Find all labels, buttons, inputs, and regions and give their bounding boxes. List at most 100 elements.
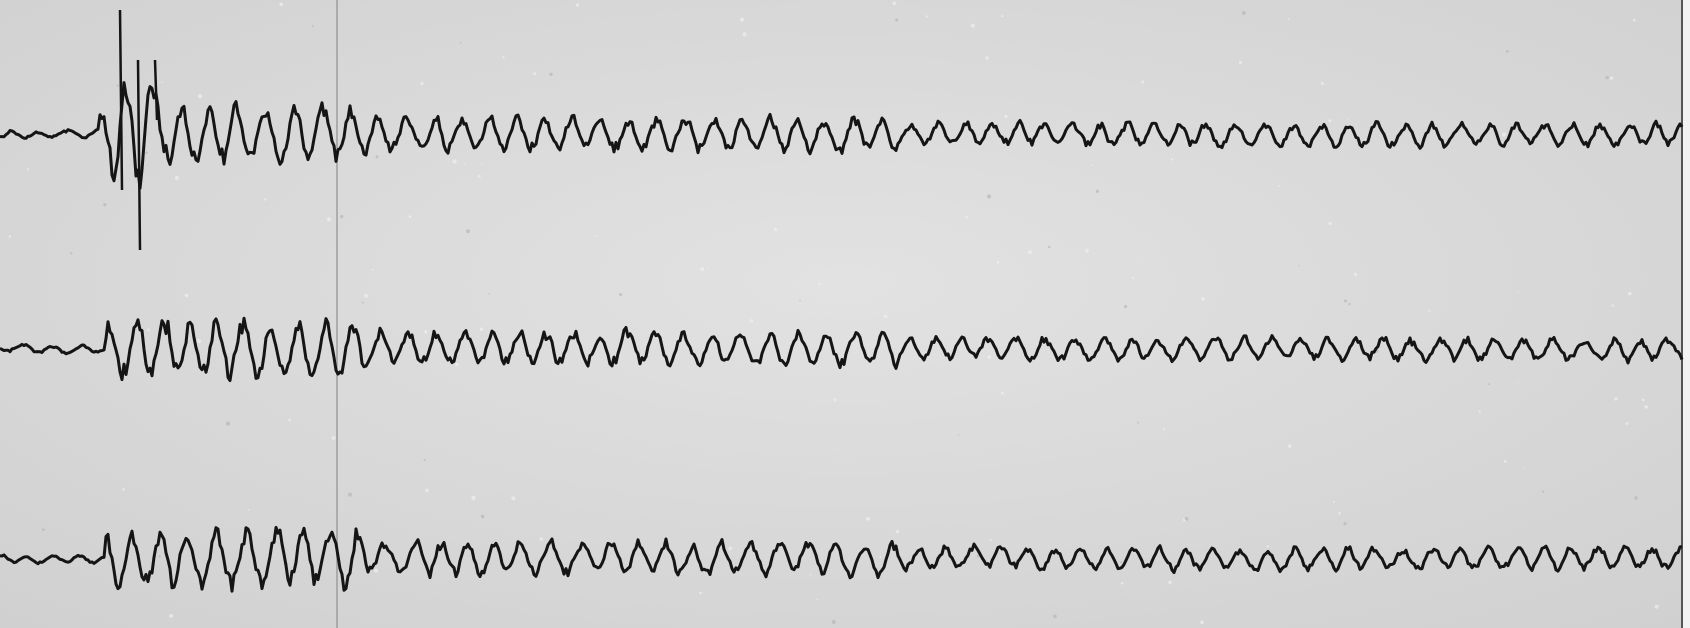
speck [1053, 614, 1057, 619]
speck [1000, 391, 1004, 395]
speck [619, 293, 623, 296]
speck [895, 529, 900, 534]
speck [103, 203, 107, 207]
speck [970, 23, 976, 28]
speck [1343, 522, 1347, 526]
speck [1605, 75, 1609, 80]
speck [184, 293, 189, 298]
speck [1136, 257, 1139, 259]
speck [773, 227, 778, 232]
speck [1120, 582, 1124, 585]
speck [884, 314, 888, 319]
speck [987, 194, 992, 199]
speck [1001, 15, 1004, 18]
speck [471, 495, 476, 500]
speck [478, 174, 481, 178]
speck [371, 268, 374, 271]
speck [985, 56, 989, 60]
speck [1328, 221, 1332, 226]
speck [1095, 189, 1099, 193]
speck [895, 18, 899, 22]
speck [700, 267, 705, 272]
speck [1141, 80, 1145, 84]
speck [423, 458, 426, 461]
speck [264, 198, 267, 201]
speck [996, 261, 1000, 264]
speck [1288, 18, 1290, 21]
speck [1488, 383, 1490, 386]
speck [463, 163, 466, 165]
speck [488, 292, 491, 295]
seismic-trace [0, 525, 1683, 593]
speck [1085, 248, 1089, 253]
speck [147, 328, 150, 332]
speck [1610, 76, 1614, 80]
speck [1298, 265, 1300, 267]
speck [196, 338, 202, 344]
speck [1332, 501, 1335, 504]
speck [1090, 164, 1093, 166]
speck [892, 1, 897, 6]
speck [1168, 580, 1172, 585]
speck [1541, 490, 1545, 493]
speck [311, 25, 314, 28]
speck [1241, 11, 1246, 15]
speck [957, 434, 960, 436]
speck [42, 528, 45, 531]
speck [1524, 467, 1526, 469]
speck [424, 330, 428, 334]
speck [511, 496, 516, 501]
speck [459, 42, 462, 44]
speck [1320, 82, 1324, 85]
speck [879, 556, 882, 559]
speck [1354, 272, 1358, 277]
seismic-trace [0, 81, 1684, 190]
speck [480, 514, 485, 519]
speck [1625, 422, 1629, 425]
speck [420, 81, 424, 86]
speck [707, 267, 710, 269]
speck [987, 355, 991, 359]
speck [158, 555, 161, 558]
speck [1200, 620, 1204, 625]
speck [331, 436, 336, 440]
speck [1163, 428, 1166, 431]
speck [1004, 114, 1008, 118]
speck [455, 362, 459, 367]
speck [1501, 132, 1507, 137]
speck [364, 293, 369, 298]
speck [1266, 545, 1270, 548]
speck [1278, 184, 1280, 187]
speck [1201, 297, 1205, 301]
speck [1137, 421, 1139, 424]
speck [122, 488, 125, 491]
seismic-trace [0, 316, 1684, 382]
speck [1478, 410, 1481, 413]
speck [1505, 50, 1509, 53]
speck [1288, 444, 1292, 448]
speck [1344, 299, 1347, 303]
speck [1328, 119, 1332, 123]
speck [116, 84, 119, 87]
speck [279, 2, 284, 7]
speck [836, 448, 838, 450]
speck [1644, 405, 1648, 409]
speck [465, 229, 470, 234]
speck [327, 217, 331, 222]
speck [247, 509, 250, 511]
speck [989, 538, 992, 542]
speck [161, 81, 163, 83]
speck [816, 598, 819, 601]
speck [70, 252, 73, 255]
speck [26, 168, 30, 171]
speck [1338, 511, 1341, 515]
speck [145, 151, 148, 155]
speck [749, 319, 754, 323]
speck [288, 418, 291, 422]
speck [539, 537, 544, 541]
speck [452, 159, 457, 164]
traces [0, 9, 1684, 593]
